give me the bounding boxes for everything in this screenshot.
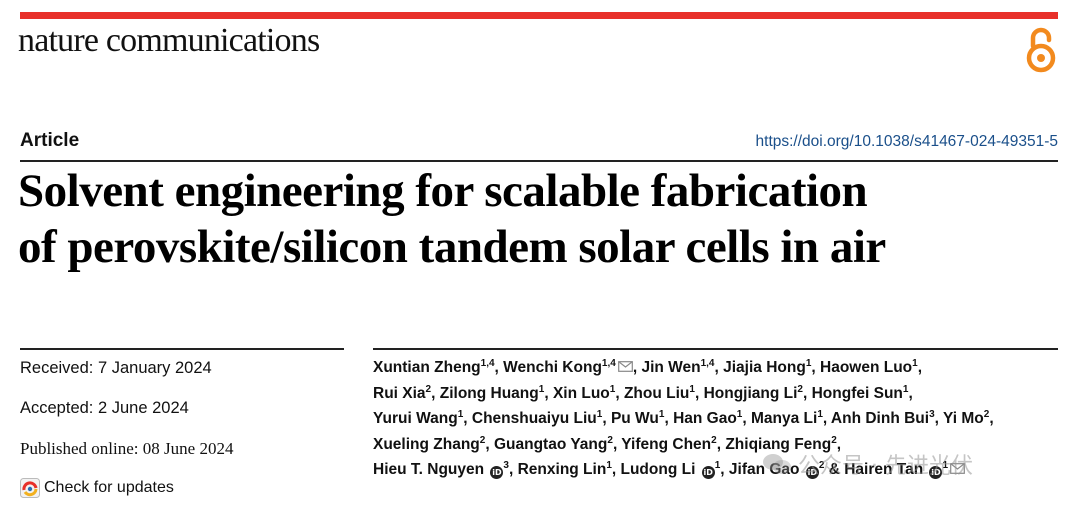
author-name[interactable]: Pu Wu bbox=[610, 410, 659, 427]
received-date: Received: 7 January 2024 bbox=[20, 359, 212, 377]
author-line: Rui Xia2, Zilong Huang1, Xin Luo1, Zhou … bbox=[373, 383, 913, 402]
author-name[interactable]: Jiajia Hong bbox=[723, 359, 806, 376]
affiliation-marker: 3 bbox=[503, 460, 509, 471]
author-name[interactable]: Anh Dinh Bui bbox=[830, 410, 930, 427]
orcid-icon[interactable]: iD bbox=[701, 466, 715, 479]
affiliation-marker: 1 bbox=[942, 460, 949, 471]
author-name[interactable]: Guangtao Yang bbox=[493, 435, 608, 453]
affiliation-marker: 2 bbox=[818, 460, 825, 471]
affiliation-marker: 1 bbox=[596, 409, 603, 420]
author-name[interactable]: Zilong Huang bbox=[439, 384, 539, 402]
author-name[interactable]: Chenshuaiyu Liu bbox=[471, 410, 597, 427]
affiliation-marker: 2 bbox=[797, 383, 803, 395]
author-name[interactable]: Zhiqiang Feng bbox=[725, 435, 832, 453]
check-for-updates-icon bbox=[20, 478, 40, 498]
watermark: 公众号 · 先进光伏 bbox=[762, 448, 973, 480]
affiliation-marker: 1,4 bbox=[700, 358, 715, 369]
affiliation-marker: 1,4 bbox=[601, 358, 616, 369]
author-line: Xueling Zhang2, Guangtao Yang2, Yifeng C… bbox=[373, 434, 842, 453]
author-name[interactable]: Han Gao bbox=[673, 410, 737, 427]
open-access-icon[interactable] bbox=[1024, 26, 1058, 74]
affiliation-marker: 2 bbox=[425, 383, 432, 395]
author-name[interactable]: Xin Luo bbox=[552, 384, 610, 402]
affiliation-marker: 1 bbox=[714, 460, 721, 471]
author-list: Xuntian Zheng1,4, Wenchi Kong1,4, Jin We… bbox=[373, 355, 1063, 483]
author-name[interactable]: Jifan Gao bbox=[728, 461, 800, 478]
author-name[interactable]: Yi Mo bbox=[942, 410, 984, 427]
affiliation-marker: 1 bbox=[658, 409, 665, 420]
author-line: Xuntian Zheng1,4, Wenchi Kong1,4, Jin We… bbox=[373, 358, 923, 377]
author-name[interactable]: Xuntian Zheng bbox=[373, 359, 481, 376]
author-name[interactable]: Rui Xia bbox=[373, 384, 426, 402]
affiliation-marker: 1 bbox=[805, 358, 812, 369]
affiliation-marker: 1 bbox=[457, 409, 464, 420]
journal-name[interactable]: nature communications bbox=[18, 22, 320, 59]
affiliation-marker: 2 bbox=[479, 434, 486, 446]
doi-link[interactable]: https://doi.org/10.1038/s41467-024-49351… bbox=[755, 133, 1058, 150]
header-accent-bar bbox=[20, 12, 1058, 19]
author-name[interactable]: Wenchi Kong bbox=[503, 359, 602, 376]
author-name[interactable]: Hongjiang Li bbox=[703, 384, 798, 402]
affiliation-marker: 1 bbox=[817, 409, 823, 420]
envelope-icon[interactable] bbox=[950, 463, 965, 474]
orcid-icon[interactable]: iD bbox=[929, 466, 943, 479]
author-name[interactable]: Zhou Liu bbox=[623, 384, 690, 402]
author-name[interactable]: Xueling Zhang bbox=[373, 435, 480, 453]
published-date: Published online: 08 June 2024 bbox=[20, 439, 234, 458]
affiliation-marker: 2 bbox=[831, 434, 837, 446]
affiliation-marker: 3 bbox=[929, 409, 935, 420]
author-name[interactable]: Jin Wen bbox=[641, 359, 701, 376]
divider-authors bbox=[373, 348, 1058, 350]
author-name[interactable]: Haowen Luo bbox=[820, 359, 913, 376]
author-name[interactable]: Manya Li bbox=[750, 410, 818, 427]
author-name[interactable]: Hieu T. Nguyen bbox=[373, 461, 485, 478]
affiliation-marker: 1 bbox=[606, 460, 612, 471]
affiliation-marker: 1 bbox=[736, 409, 743, 420]
author-line: Hieu T. Nguyen iD3, Renxing Lin1, Ludong… bbox=[373, 457, 1063, 483]
title-line-2: of perovskite/silicon tandem solar cells… bbox=[18, 221, 886, 273]
author-name[interactable]: Renxing Lin bbox=[517, 461, 607, 478]
orcid-icon[interactable]: iD bbox=[805, 466, 819, 479]
title-line-1: Solvent engineering for scalable fabrica… bbox=[18, 165, 868, 217]
wechat-icon bbox=[763, 454, 791, 474]
affiliation-marker: 1 bbox=[538, 383, 545, 395]
author-name[interactable]: Hairen Tan bbox=[844, 461, 924, 478]
divider-history bbox=[20, 348, 344, 350]
affiliation-marker: 1 bbox=[689, 383, 695, 395]
author-line: Yurui Wang1, Chenshuaiyu Liu1, Pu Wu1, H… bbox=[373, 409, 994, 428]
check-for-updates-button[interactable]: Check for updates bbox=[20, 478, 174, 498]
check-for-updates-label: Check for updates bbox=[44, 479, 174, 496]
affiliation-marker: 2 bbox=[711, 434, 717, 446]
affiliation-marker: 1 bbox=[609, 383, 616, 395]
accepted-date: Accepted: 2 June 2024 bbox=[20, 399, 189, 417]
affiliation-marker: 2 bbox=[983, 409, 990, 420]
watermark-text: 公众号 · 先进光伏 bbox=[798, 454, 973, 479]
divider-top bbox=[20, 160, 1058, 162]
article-title: Solvent engineering for scalable fabrica… bbox=[18, 163, 1063, 275]
affiliation-marker: 1 bbox=[902, 383, 909, 395]
affiliation-marker: 1,4 bbox=[480, 358, 495, 369]
affiliation-marker: 2 bbox=[607, 434, 613, 446]
envelope-icon[interactable] bbox=[617, 361, 633, 372]
author-name[interactable]: Ludong Li bbox=[620, 461, 696, 478]
orcid-icon[interactable]: iD bbox=[490, 466, 504, 479]
article-type: Article bbox=[20, 130, 80, 151]
author-name[interactable]: Hongfei Sun bbox=[811, 384, 903, 402]
affiliation-marker: 1 bbox=[912, 358, 918, 369]
author-name[interactable]: Yurui Wang bbox=[373, 410, 458, 427]
author-name[interactable]: Yifeng Chen bbox=[621, 435, 712, 453]
